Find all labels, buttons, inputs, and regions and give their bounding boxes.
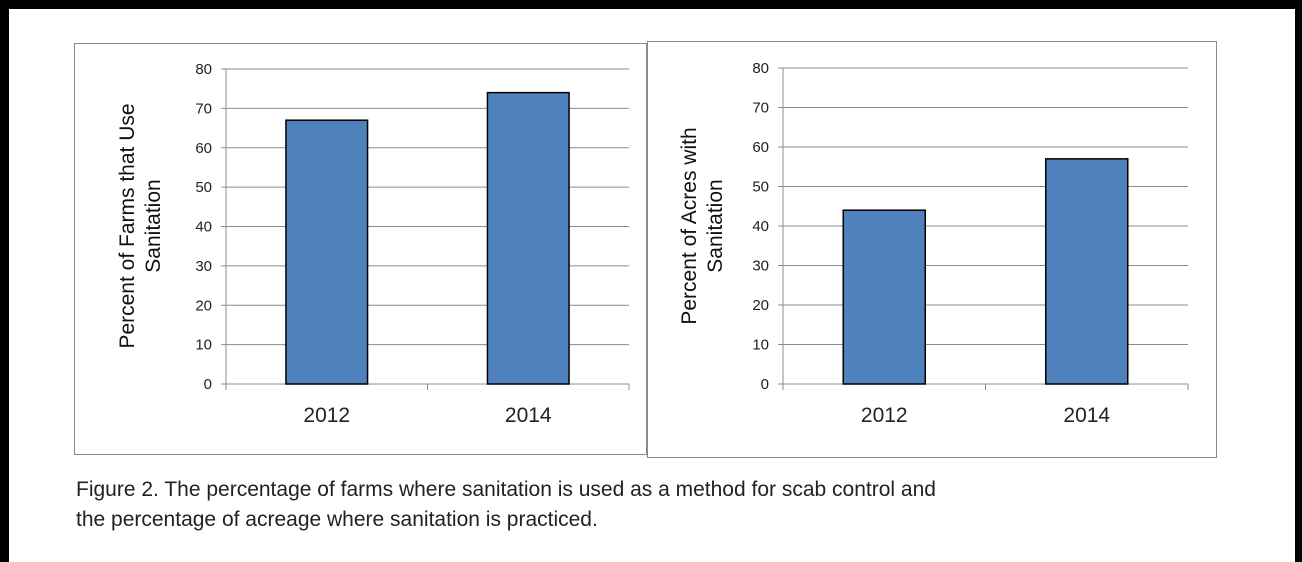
border-right [1295, 0, 1302, 562]
border-left [0, 0, 9, 562]
farms-bar-2012 [285, 119, 369, 385]
caption-line-2: the percentage of acreage where sanitati… [76, 508, 598, 531]
acres-y-tick-label: 0 [761, 376, 769, 393]
farms-y-tick-label: 20 [195, 297, 212, 314]
acres-bar-2014 [1044, 158, 1129, 385]
acres-y-tick-label: 60 [752, 139, 769, 156]
farms-sanitation-chart-svg: 0 10 20 30 40 50 60 70 80 2012 2014 Percent of Farm… [116, 61, 630, 427]
acres-y-tick-label: 10 [752, 337, 769, 354]
acres-y-axis-label-line-2: Sanitation [704, 179, 727, 272]
acres-sanitation-chart: 0 10 20 30 40 50 60 70 80 2012 2014 Percent of Acre… [647, 41, 1217, 458]
farms-y-tick-label: 40 [195, 219, 212, 236]
acres-y-axis-label: Percent of Acres with Sanitation [678, 127, 727, 324]
farms-y-axis-label: Percent of Farms that Use Sanitation [116, 103, 165, 348]
acres-y-tick-label: 20 [752, 297, 769, 314]
acres-y-tick-label: 80 [752, 60, 769, 77]
farms-y-tick-label: 80 [195, 61, 212, 78]
farms-bar-2014 [486, 91, 570, 385]
farms-y-tick-label: 30 [195, 258, 212, 275]
acres-x-category-label: 2014 [1063, 404, 1110, 427]
caption-line-1: Figure 2. The percentage of farms where … [76, 478, 936, 501]
farms-y-tick-label: 0 [204, 376, 212, 393]
acres-bar-2012 [842, 209, 927, 385]
farms-x-category-label: 2012 [303, 404, 350, 427]
acres-x-category-label: 2012 [861, 404, 908, 427]
acres-y-tick-label: 70 [752, 100, 769, 117]
farms-sanitation-chart: 0 10 20 30 40 50 60 70 80 2012 2014 Percent of Farm… [74, 43, 647, 455]
acres-y-tick-label: 40 [752, 218, 769, 235]
farms-y-axis-label-line-1: Percent of Farms that Use [116, 103, 139, 348]
farms-y-tick-label: 60 [195, 140, 212, 157]
farms-y-tick-label: 10 [195, 337, 212, 354]
acres-sanitation-chart-svg: 0 10 20 30 40 50 60 70 80 2012 2014 Percent of Acre… [678, 60, 1189, 427]
acres-y-tick-label: 50 [752, 179, 769, 196]
farms-x-category-label: 2014 [505, 404, 552, 427]
farms-y-axis-label-line-2: Sanitation [142, 179, 165, 272]
acres-y-axis-label-line-1: Percent of Acres with [678, 127, 701, 324]
acres-y-tick-label: 30 [752, 258, 769, 275]
farms-y-tick-label: 70 [195, 100, 212, 117]
border-top [0, 0, 1302, 9]
figure-caption: Figure 2. The percentage of farms where … [76, 475, 1256, 535]
farms-y-tick-label: 50 [195, 179, 212, 196]
